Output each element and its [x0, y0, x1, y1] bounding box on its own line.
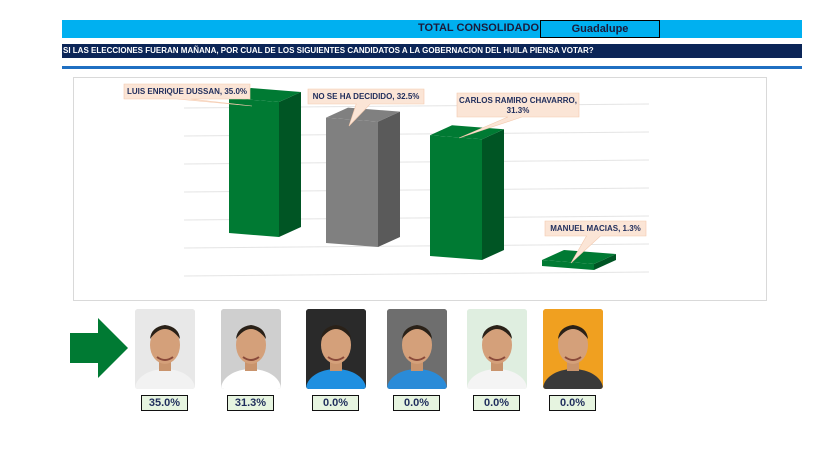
- candidate-percent: 31.3%: [227, 395, 274, 411]
- bar-side: [279, 92, 301, 237]
- data-label-text: LUIS ENRIQUE DUSSAN, 35.0%: [127, 87, 247, 96]
- data-label-text: 31.3%: [507, 106, 530, 115]
- header-bar: TOTAL CONSOLIDADO Guadalupe: [62, 20, 802, 38]
- data-label-text: MANUEL MACIAS, 1.3%: [550, 224, 641, 233]
- bar-top: [326, 107, 400, 122]
- arrow-right-icon: [70, 318, 128, 378]
- candidate-percent: 35.0%: [141, 395, 188, 411]
- data-label: LUIS ENRIQUE DUSSAN, 35.0%: [123, 83, 253, 107]
- data-label-text: CARLOS RAMIRO CHAVARRO,: [459, 96, 577, 105]
- gridline: [183, 271, 650, 277]
- bar: [542, 250, 616, 270]
- data-label: MANUEL MACIAS, 1.3%: [544, 220, 647, 264]
- callout-box: [456, 92, 580, 139]
- bar-front: [229, 98, 279, 237]
- candidate-photo-icon: [135, 309, 195, 389]
- location-selector[interactable]: Guadalupe: [540, 20, 660, 38]
- question-banner: SI LAS ELECCIONES FUERAN MAÑANA, POR CUA…: [62, 44, 802, 58]
- bar-side: [482, 129, 504, 260]
- candidate-photo-icon: [221, 309, 281, 389]
- bar: [326, 107, 400, 247]
- candidate-photo-icon: [387, 309, 447, 389]
- candidate-percent: 0.0%: [312, 395, 359, 411]
- bar-side: [594, 254, 616, 270]
- candidate-percent: 0.0%: [549, 395, 596, 411]
- question-text: SI LAS ELECCIONES FUERAN MAÑANA, POR CUA…: [63, 46, 594, 55]
- bar: [229, 88, 301, 237]
- bar-top: [542, 250, 616, 264]
- callout-box: [544, 220, 647, 264]
- candidate-percent: 0.0%: [473, 395, 520, 411]
- divider: [62, 66, 802, 69]
- candidate-photo-icon: [543, 309, 603, 389]
- bar-front: [430, 135, 482, 260]
- bar: [430, 125, 504, 260]
- data-label: CARLOS RAMIRO CHAVARRO,31.3%: [456, 92, 580, 139]
- data-label: NO SE HA DECIDIDO, 32.5%: [307, 88, 425, 127]
- bar-chart: LUIS ENRIQUE DUSSAN, 35.0% NO SE HA DECID…: [123, 83, 650, 277]
- chart-frame: LUIS ENRIQUE DUSSAN, 35.0% NO SE HA DECID…: [73, 77, 767, 301]
- data-label-text: NO SE HA DECIDIDO, 32.5%: [313, 92, 420, 101]
- page-title: TOTAL CONSOLIDADO: [418, 22, 539, 34]
- bar-front: [326, 117, 378, 247]
- candidate-photo-icon: [467, 309, 527, 389]
- candidate-photo-icon: [306, 309, 366, 389]
- candidate-percent: 0.0%: [393, 395, 440, 411]
- callout-box: [123, 83, 253, 107]
- bar-front: [542, 260, 594, 270]
- callout-box: [307, 88, 425, 127]
- bar-side: [378, 111, 400, 247]
- gridline: [183, 243, 650, 249]
